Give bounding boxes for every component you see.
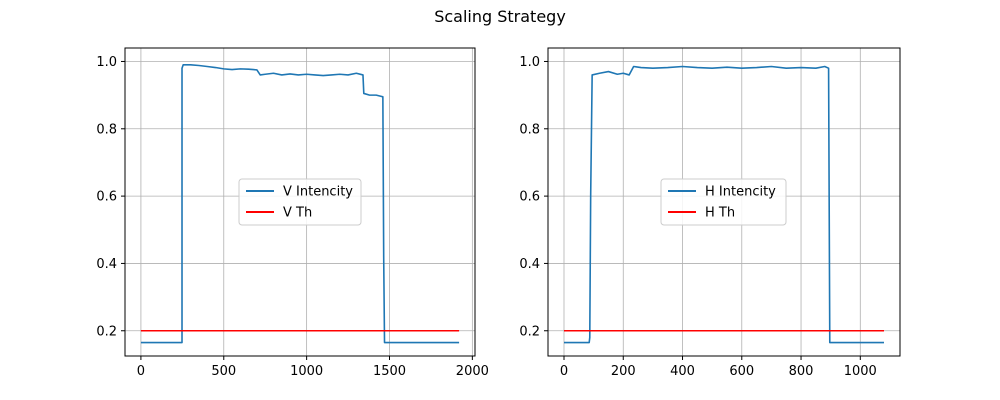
x-tick-label: 1000 [290,364,323,379]
x-tick-label: 200 [611,364,636,379]
y-tick-label: 1.0 [96,55,117,70]
x-tick-label: 1500 [373,364,406,379]
y-tick-label: 0.8 [96,122,117,137]
legend-label: V Intencity [283,185,353,200]
y-tick-label: 0.2 [96,324,117,339]
x-tick-label: 2000 [456,364,489,379]
x-tick-label: 800 [789,364,814,379]
chart-panel-1: 0 500 1000 1500 2000 0.2 0.4 0.6 0.8 1.0 V Intenci… [96,47,489,379]
axes-frame [547,47,901,357]
y-tick-label: 0.2 [519,324,540,339]
x-tick-label: 400 [670,364,695,379]
y-tick-label: 1.0 [519,55,540,70]
axes-frame [124,47,476,357]
legend-label: H Th [705,206,735,221]
x-tick-label: 600 [729,364,754,379]
series-line [140,64,460,344]
y-tick-label: 0.4 [519,257,540,272]
y-tick-label: 0.6 [519,190,540,205]
figure-title: Scaling Strategy [434,7,566,26]
x-tick-label: 0 [560,364,568,379]
y-tick-label: 0.8 [519,122,540,137]
chart-panel-2: 0 200 400 600 800 1000 0.2 0.4 0.6 0.8 1.0 H Intenc… [519,47,901,379]
y-tick-label: 0.6 [96,190,117,205]
legend-label: V Th [283,206,312,221]
legend-label: H Intencity [705,185,776,200]
x-tick-label: 0 [137,364,145,379]
x-tick-label: 500 [211,364,236,379]
y-tick-label: 0.4 [96,257,117,272]
legend: V Intencity V Th [238,178,362,226]
series-line [564,65,884,344]
x-tick-label: 1000 [844,364,877,379]
legend: H Intencity H Th [660,178,787,226]
